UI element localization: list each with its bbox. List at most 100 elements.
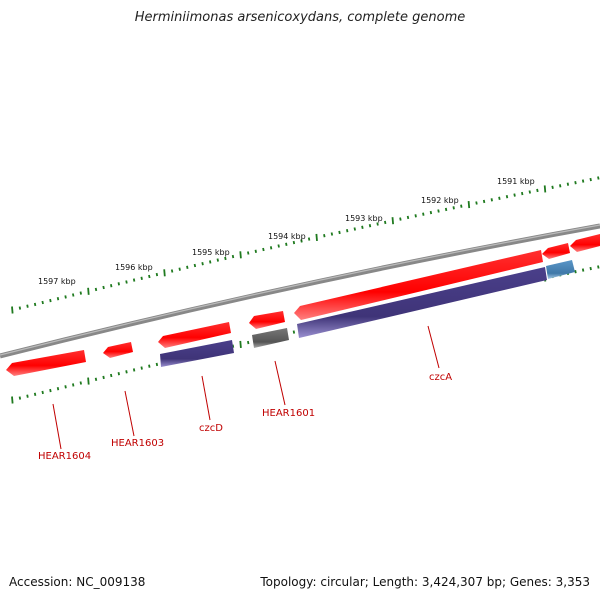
minor-tick bbox=[79, 291, 82, 295]
major-tick bbox=[391, 217, 394, 225]
gene-arrow[interactable] bbox=[158, 322, 231, 348]
minor-tick bbox=[505, 195, 509, 199]
minor-tick bbox=[110, 373, 113, 378]
major-tick bbox=[87, 287, 90, 295]
genome-backbone-highlight bbox=[0, 224, 600, 356]
minor-tick bbox=[589, 266, 592, 271]
minor-tick bbox=[49, 298, 52, 303]
major-tick bbox=[467, 201, 471, 209]
gene-label[interactable]: czcD bbox=[199, 423, 223, 434]
gene-box[interactable] bbox=[160, 340, 234, 367]
minor-tick bbox=[368, 224, 372, 228]
minor-tick bbox=[536, 188, 539, 193]
minor-tick bbox=[33, 302, 37, 307]
gene-label[interactable]: HEAR1601 bbox=[262, 408, 315, 419]
leader-line bbox=[124, 390, 135, 437]
minor-tick bbox=[384, 220, 387, 225]
minor-tick bbox=[574, 270, 577, 274]
gene-arrow[interactable] bbox=[103, 342, 133, 358]
minor-tick bbox=[41, 300, 44, 305]
minor-tick bbox=[376, 222, 379, 226]
gene-box[interactable] bbox=[297, 267, 547, 338]
gene-label[interactable]: czcA bbox=[429, 372, 452, 383]
gene-arrow[interactable] bbox=[249, 311, 285, 329]
gene-arrow[interactable] bbox=[294, 250, 543, 320]
minor-tick bbox=[414, 214, 417, 218]
scale-label: 1597 kbp bbox=[38, 277, 76, 286]
minor-tick bbox=[597, 176, 600, 180]
minor-tick bbox=[216, 258, 219, 262]
major-tick bbox=[11, 306, 14, 314]
minor-tick bbox=[247, 340, 250, 345]
genome-title: Herminiimonas arsenicoxydans, complete g… bbox=[134, 10, 466, 25]
minor-tick bbox=[110, 284, 113, 288]
minor-tick bbox=[224, 256, 227, 261]
minor-tick bbox=[490, 198, 493, 202]
minor-tick bbox=[353, 227, 356, 231]
minor-tick bbox=[18, 306, 22, 310]
minor-tick bbox=[437, 209, 440, 213]
minor-tick bbox=[452, 206, 455, 210]
leader-line bbox=[274, 360, 286, 406]
minor-tick bbox=[94, 377, 98, 381]
minor-tick bbox=[102, 285, 105, 290]
scale-labels: 1597 kbp 1596 kbp 1595 kbp 1594 kbp 1593… bbox=[38, 177, 535, 286]
minor-tick bbox=[94, 287, 98, 292]
minor-tick bbox=[361, 225, 364, 229]
gene-box[interactable] bbox=[546, 260, 575, 279]
minor-tick bbox=[41, 390, 44, 395]
genome-backbone bbox=[0, 223, 600, 359]
minor-tick bbox=[528, 190, 531, 194]
minor-tick bbox=[186, 265, 189, 269]
minor-tick bbox=[72, 293, 75, 297]
gene-box[interactable] bbox=[252, 328, 289, 348]
minor-tick bbox=[132, 278, 136, 282]
minor-tick bbox=[566, 182, 570, 186]
scale-label: 1593 kbp bbox=[345, 214, 383, 223]
topology-text: Topology: circular; Length: 3,424,307 bp… bbox=[260, 575, 590, 589]
gene-label[interactable]: HEAR1603 bbox=[111, 438, 164, 449]
minor-tick bbox=[581, 179, 585, 183]
leader-line bbox=[52, 403, 62, 450]
minor-tick bbox=[231, 344, 235, 348]
scale-label: 1591 kbp bbox=[497, 177, 535, 186]
minor-tick bbox=[170, 269, 174, 273]
upper-tick-row bbox=[11, 176, 600, 314]
minor-tick bbox=[117, 372, 120, 376]
minor-tick bbox=[513, 193, 516, 197]
minor-tick bbox=[72, 383, 75, 387]
minor-tick bbox=[285, 242, 288, 246]
minor-tick bbox=[338, 230, 341, 235]
minor-tick bbox=[399, 217, 402, 221]
minor-tick bbox=[498, 196, 501, 200]
minor-tick bbox=[521, 191, 524, 196]
scale-label: 1596 kbp bbox=[115, 263, 153, 272]
leader-line bbox=[427, 325, 440, 369]
scale-label: 1594 kbp bbox=[268, 232, 306, 241]
minor-tick bbox=[581, 268, 585, 272]
minor-tick bbox=[482, 199, 486, 204]
gene-arrow[interactable] bbox=[570, 234, 600, 252]
minor-tick bbox=[307, 237, 311, 241]
minor-tick bbox=[178, 267, 181, 271]
minor-tick bbox=[49, 388, 52, 393]
minor-tick bbox=[56, 297, 60, 301]
major-tick bbox=[163, 269, 166, 277]
minor-tick bbox=[26, 304, 29, 308]
minor-tick bbox=[125, 370, 128, 374]
minor-tick bbox=[18, 396, 22, 400]
reverse-genes bbox=[160, 260, 575, 367]
scale-label: 1592 kbp bbox=[421, 196, 459, 205]
major-tick bbox=[87, 377, 90, 385]
minor-tick bbox=[292, 330, 296, 334]
leader-line bbox=[201, 375, 211, 421]
minor-tick bbox=[64, 385, 67, 389]
major-tick bbox=[315, 233, 318, 241]
gene-arrow[interactable] bbox=[6, 350, 86, 376]
minor-tick bbox=[148, 364, 151, 368]
minor-tick bbox=[33, 392, 37, 396]
gene-arrow[interactable] bbox=[542, 243, 570, 259]
minor-tick bbox=[132, 368, 136, 372]
gene-label[interactable]: HEAR1604 bbox=[38, 451, 91, 462]
